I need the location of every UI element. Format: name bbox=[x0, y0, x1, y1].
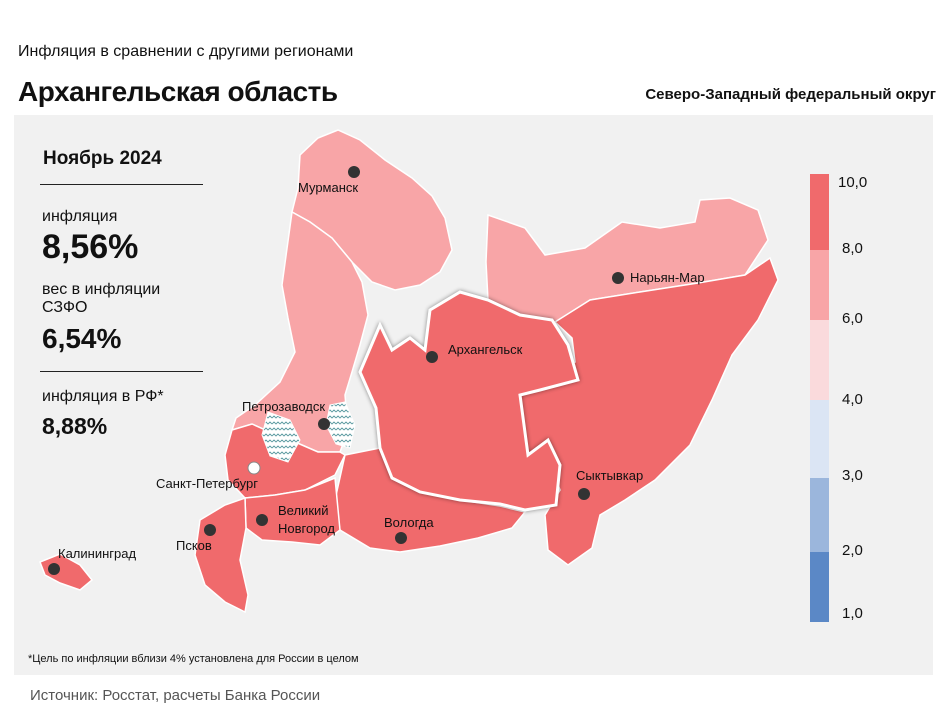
region-novgorod bbox=[244, 476, 341, 546]
region-arkhangelsk bbox=[358, 290, 580, 512]
city-novgorod: Великий Новгород bbox=[256, 503, 335, 536]
svg-text:Петрозаводск: Петрозаводск bbox=[242, 399, 325, 414]
inflation-label: инфляция bbox=[42, 208, 118, 225]
svg-text:Великий: Великий bbox=[278, 503, 329, 518]
svg-text:Санкт-Петербург: Санкт-Петербург bbox=[156, 476, 258, 491]
svg-text:Вологда: Вологда bbox=[384, 515, 434, 530]
city-naryan-mar: Нарьян-Мар bbox=[612, 270, 705, 285]
city-murmansk: Мурманск bbox=[298, 166, 360, 195]
divider bbox=[40, 371, 203, 372]
legend-tick: 1,0 bbox=[842, 605, 863, 622]
city-vologda: Вологда bbox=[384, 515, 434, 544]
legend-band-6-8 bbox=[810, 250, 829, 320]
rf-inflation-value: 8,88% bbox=[42, 413, 108, 439]
lake-ladoga bbox=[261, 411, 301, 463]
legend-tick: 6,0 bbox=[842, 310, 863, 327]
weight-value: 6,54% bbox=[42, 323, 122, 354]
legend-tick: 4,0 bbox=[842, 391, 863, 408]
weight-label: вес в инфляции СЗФО bbox=[42, 281, 161, 316]
legend-tick: 8,0 bbox=[842, 240, 863, 257]
legend-band-1-2 bbox=[810, 552, 829, 622]
svg-text:Архангельск: Архангельск bbox=[448, 342, 523, 357]
city-spb: Санкт-Петербург bbox=[156, 461, 261, 491]
footnote: *Цель по инфляции вблизи 4% установлена … bbox=[28, 653, 359, 665]
city-pskov: Псков bbox=[176, 524, 216, 553]
legend-band-8-10 bbox=[810, 174, 829, 250]
svg-text:Мурманск: Мурманск bbox=[298, 180, 358, 195]
subtitle: Инфляция в сравнении с другими регионами bbox=[18, 43, 354, 60]
legend-band-3-4 bbox=[810, 400, 829, 478]
inflation-value: 8,56% bbox=[42, 228, 139, 266]
svg-text:Сыктывкар: Сыктывкар bbox=[576, 468, 643, 483]
divider bbox=[40, 184, 203, 185]
period-label: Ноябрь 2024 bbox=[43, 148, 162, 169]
rf-inflation-label: инфляция в РФ* bbox=[42, 388, 164, 405]
page-title: Архангельская область bbox=[18, 76, 338, 107]
legend-band-2-3 bbox=[810, 478, 829, 552]
svg-text:Нарьян-Мар: Нарьян-Мар bbox=[630, 270, 705, 285]
stats-panel: Ноябрь 2024 инфляция 8,56% вес в инфляци… bbox=[40, 140, 205, 440]
svg-text:Псков: Псков bbox=[176, 538, 212, 553]
region-kaliningrad bbox=[39, 553, 94, 591]
city-petrozavodsk: Петрозаводск bbox=[242, 399, 330, 430]
district-label: Северо-Западный федеральный округ bbox=[645, 86, 936, 103]
legend-band-4-6 bbox=[810, 320, 829, 400]
city-syktyvkar: Сыктывкар bbox=[576, 468, 643, 500]
svg-text:Калининград: Калининград bbox=[58, 546, 136, 561]
svg-text:Новгород: Новгород bbox=[278, 521, 335, 536]
source-note: Источник: Росстат, расчеты Банка России bbox=[30, 687, 321, 704]
city-kaliningrad: Калининград bbox=[48, 546, 136, 575]
legend-tick: 2,0 bbox=[842, 542, 863, 559]
color-legend: 10,0 8,0 6,0 4,0 3,0 2,0 1,0 bbox=[810, 174, 867, 622]
legend-tick: 10,0 bbox=[838, 174, 867, 191]
legend-tick: 3,0 bbox=[842, 467, 863, 484]
region-pskov bbox=[194, 496, 249, 614]
city-arkhangelsk: Архангельск bbox=[426, 342, 523, 363]
